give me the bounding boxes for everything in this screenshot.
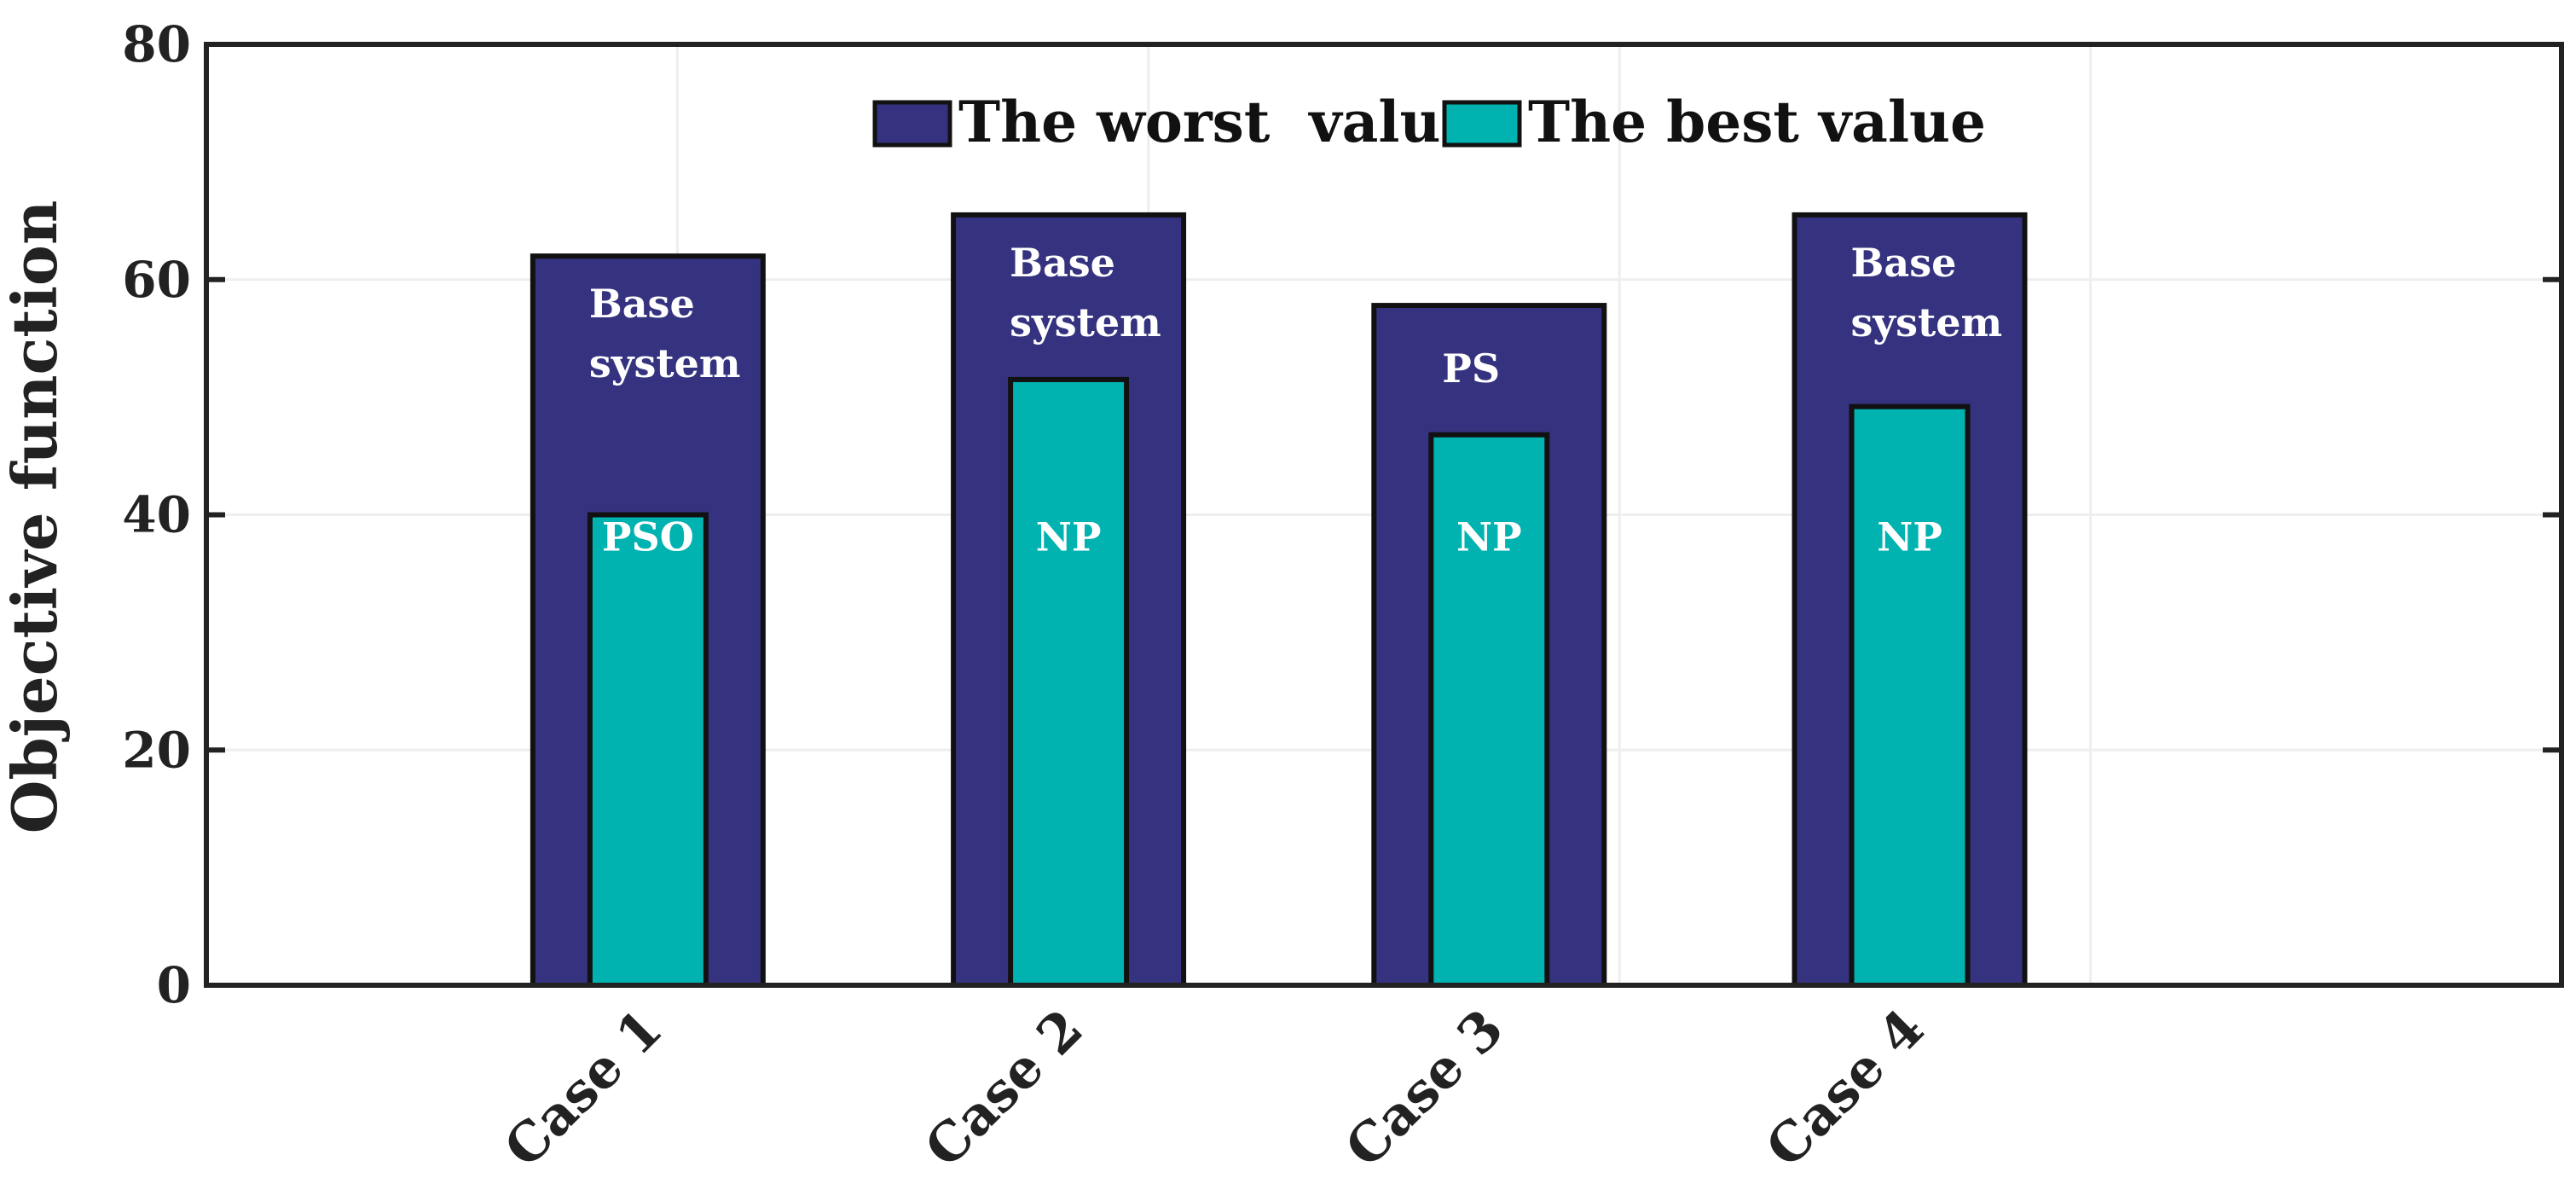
bar-label-worst: Base bbox=[1851, 240, 1957, 286]
y-tick-label: 60 bbox=[122, 251, 191, 309]
legend-swatch bbox=[872, 100, 952, 148]
y-tick-label: 0 bbox=[157, 956, 191, 1014]
bar-label-worst: system bbox=[589, 340, 741, 386]
bar-label-worst: system bbox=[1010, 299, 1161, 345]
bar-best bbox=[587, 512, 709, 988]
bar-label-worst: system bbox=[1851, 299, 2003, 345]
bar-best bbox=[1849, 403, 1971, 988]
y-tick-label: 20 bbox=[122, 721, 191, 779]
y-tick-label: 40 bbox=[122, 486, 191, 544]
bar-label-worst: Base bbox=[589, 281, 695, 327]
bar-label-best: NP bbox=[1036, 514, 1102, 560]
bar-label-worst: Base bbox=[1010, 240, 1115, 286]
bar-best bbox=[1008, 376, 1130, 989]
bar-label-best: NP bbox=[1456, 514, 1522, 560]
legend-swatch bbox=[1442, 100, 1522, 148]
bar-label-worst: PS bbox=[1442, 345, 1500, 392]
y-axis-label: Objective function bbox=[0, 200, 71, 834]
bar-label-best: NP bbox=[1877, 514, 1942, 560]
y-tick-label: 80 bbox=[122, 15, 191, 73]
bars bbox=[530, 212, 2028, 989]
legend: The worst value The best value bbox=[872, 89, 1986, 155]
axes: 0 20 40 60 80 bbox=[122, 15, 2564, 1014]
legend-label: The best value bbox=[1528, 89, 1986, 155]
bar-label-best: PSO bbox=[602, 514, 694, 560]
legend-label: The worst value bbox=[958, 89, 1476, 155]
